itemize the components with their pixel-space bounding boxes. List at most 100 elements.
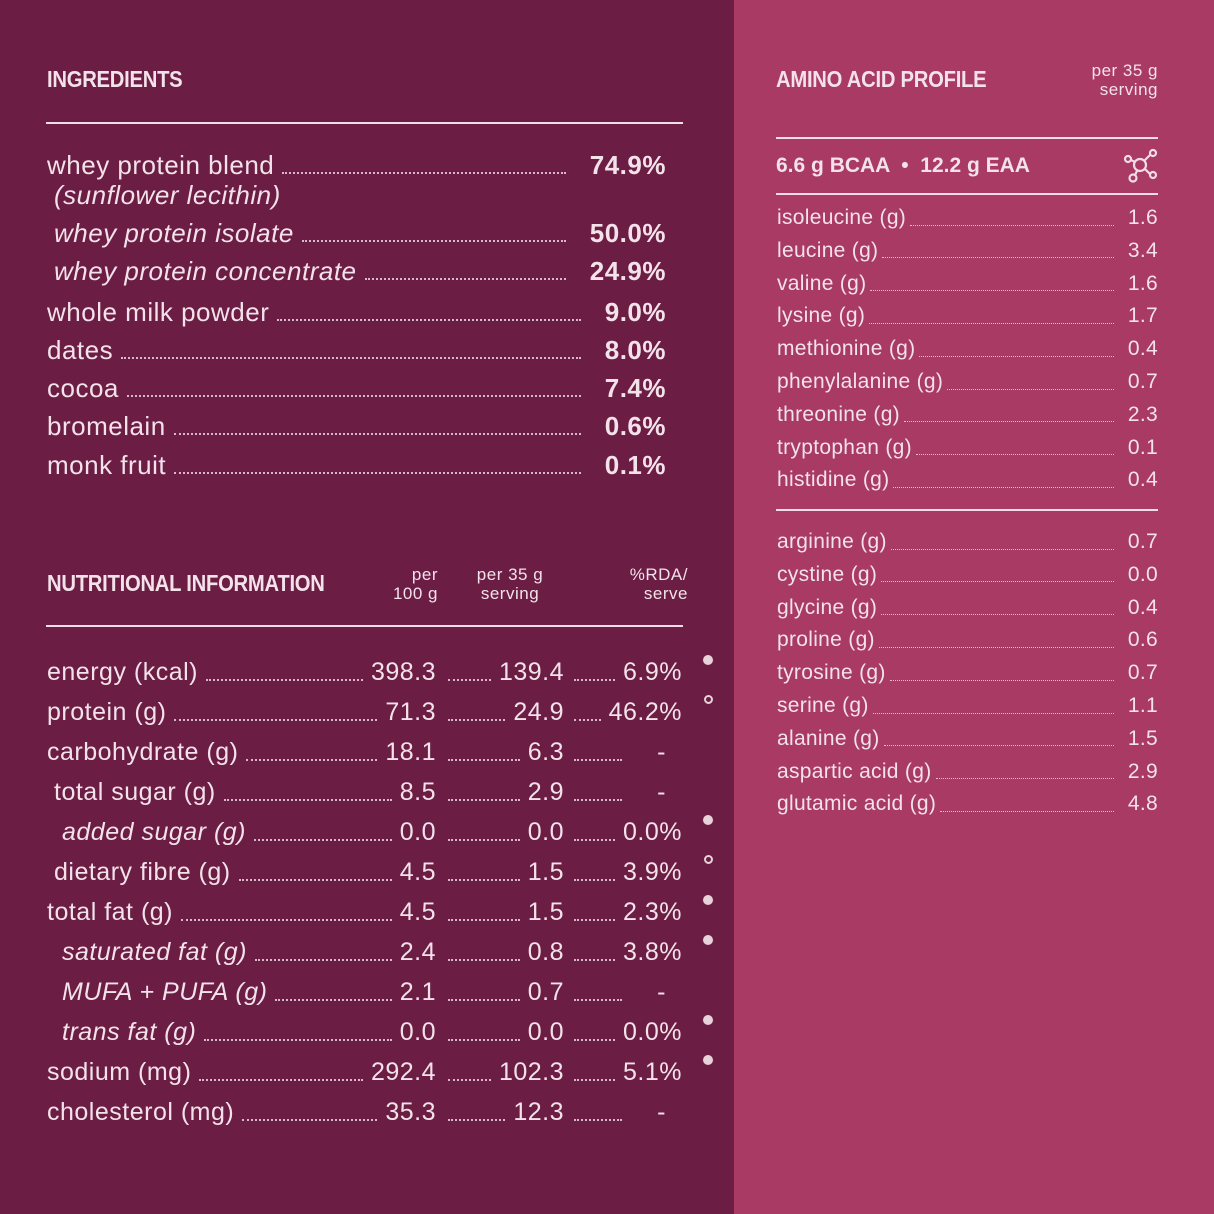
rda-segment: 2.3% <box>566 898 682 927</box>
serving-segment: 2.9 <box>440 778 564 807</box>
dotted-leader <box>893 486 1114 488</box>
serving-segment: 102.3 <box>440 1058 564 1087</box>
dotted-leader <box>910 224 1114 226</box>
nutrient-name: total sugar (g) <box>54 778 216 806</box>
serving-value: 24.9 <box>513 698 564 726</box>
amino-name: lysine (g) <box>777 304 866 328</box>
nutrition-row: total fat (g) 4.5 1.5 2.3% <box>0 898 734 934</box>
header-line: serving <box>480 584 540 603</box>
nutrient-name: saturated fat (g) <box>62 938 247 966</box>
amino-value: 2.3 <box>1127 402 1158 426</box>
amino-value: 3.4 <box>1127 238 1158 262</box>
amino-value: 1.6 <box>1127 271 1158 295</box>
nutrient-name: carbohydrate (g) <box>47 738 239 766</box>
dotted-leader <box>204 1038 392 1041</box>
amino-row: isoleucine (g) 1.6 <box>777 206 1158 230</box>
marker-filled-dot-icon <box>703 815 713 825</box>
amino-value: 0.1 <box>1127 435 1158 459</box>
serving-value: 2.9 <box>527 778 564 806</box>
rda-value: - <box>657 738 666 766</box>
amino-row: leucine (g) 3.4 <box>777 239 1158 263</box>
amino-row: arginine (g) 0.7 <box>777 530 1158 554</box>
header-line: %RDA/ <box>629 565 688 584</box>
nutrient-name: dietary fibre (g) <box>54 858 231 886</box>
divider <box>776 509 1158 511</box>
rda-value: - <box>657 1098 666 1126</box>
dotted-leader <box>246 758 378 761</box>
dotted-leader <box>574 998 622 1001</box>
dotted-leader <box>915 454 1114 456</box>
dotted-leader <box>940 810 1114 812</box>
amino-name: tryptophan (g) <box>777 435 912 459</box>
amino-row: glycine (g) 0.4 <box>777 596 1158 620</box>
serving-value: 0.0 <box>527 1018 564 1046</box>
rda-segment: 6.9% <box>566 658 682 687</box>
amino-value: 0.7 <box>1127 661 1158 685</box>
dotted-leader <box>448 1118 506 1121</box>
amino-summary: 6.6 g BCAA • 12.2 g EAA <box>776 154 1030 177</box>
dotted-leader <box>448 838 520 841</box>
ingredient-name: (sunflower lecithin) <box>54 180 281 210</box>
dotted-leader <box>574 1078 616 1081</box>
per100-value: 18.1 <box>385 738 436 766</box>
dotted-leader <box>223 798 392 801</box>
ingredient-row: whey protein isolate 50.0% <box>54 218 666 249</box>
per100-value: 2.4 <box>399 938 436 966</box>
ingredient-row: whole milk powder 9.0% <box>47 297 666 328</box>
dotted-leader <box>448 878 520 881</box>
left-panel: INGREDIENTS whey protein blend 74.9% (sunf… <box>0 0 734 1214</box>
divider <box>46 122 683 124</box>
ingredient-percent: 24.9% <box>589 256 666 286</box>
serving-value: 1.5 <box>527 898 564 926</box>
ingredient-percent: 7.4% <box>604 373 666 403</box>
dotted-leader <box>574 958 616 961</box>
serving-segment: 1.5 <box>440 898 564 927</box>
ingredient-name: dates <box>47 335 114 365</box>
dotted-leader <box>181 918 392 921</box>
rda-segment: 5.1% <box>566 1058 682 1087</box>
rda-value: 5.1% <box>623 1058 682 1086</box>
dotted-leader <box>889 679 1114 681</box>
header-line: per <box>411 565 438 584</box>
dotted-leader <box>448 798 520 801</box>
ingredient-name: whey protein blend <box>47 150 275 180</box>
serving-segment: 1.5 <box>440 858 564 887</box>
nutrient-name: total fat (g) <box>47 898 173 926</box>
ingredients-title: INGREDIENTS <box>47 66 183 92</box>
ingredient-name: whole milk powder <box>47 297 270 327</box>
dotted-leader <box>574 758 622 761</box>
nutrient-name: protein (g) <box>47 698 167 726</box>
amino-value: 2.9 <box>1127 759 1158 783</box>
serving-value: 6.3 <box>527 738 564 766</box>
rda-value: - <box>657 978 666 1006</box>
nutrition-row: energy (kcal) 398.3 139.4 6.9% <box>0 658 734 694</box>
header-line: per 35 g <box>476 565 544 584</box>
ingredient-percent: 50.0% <box>589 218 666 248</box>
nutrient-name: cholesterol (mg) <box>47 1098 235 1126</box>
serving-value: 0.8 <box>527 938 564 966</box>
nutrition-row: saturated fat (g) 2.4 0.8 3.8% <box>0 938 734 974</box>
rda-value: 0.0% <box>623 818 682 846</box>
label-segment: dietary fibre (g) 4.5 <box>54 858 436 887</box>
dotted-leader <box>890 548 1114 550</box>
dotted-leader <box>448 998 520 1001</box>
dotted-leader <box>574 838 616 841</box>
nutrient-name: sodium (mg) <box>47 1058 192 1086</box>
dotted-leader <box>364 277 566 280</box>
amino-title: AMINO ACID PROFILE <box>776 66 987 92</box>
amino-value: 1.5 <box>1127 726 1158 750</box>
rda-segment: 3.8% <box>566 938 682 967</box>
header-line: serve <box>643 584 688 603</box>
dotted-leader <box>282 171 566 174</box>
nutrition-row: protein (g) 71.3 24.9 46.2% <box>0 698 734 734</box>
serving-value: 1.5 <box>527 858 564 886</box>
amino-value: 0.4 <box>1127 337 1158 361</box>
amino-row: threonine (g) 2.3 <box>777 403 1158 427</box>
divider <box>776 193 1158 195</box>
amino-value: 0.7 <box>1127 370 1158 393</box>
col-serving-header: per 35 g serving <box>460 565 560 603</box>
dotted-leader <box>870 290 1114 292</box>
serving-value: 12.3 <box>513 1098 564 1126</box>
per100-value: 292.4 <box>370 1058 436 1086</box>
dotted-leader <box>448 1078 491 1081</box>
